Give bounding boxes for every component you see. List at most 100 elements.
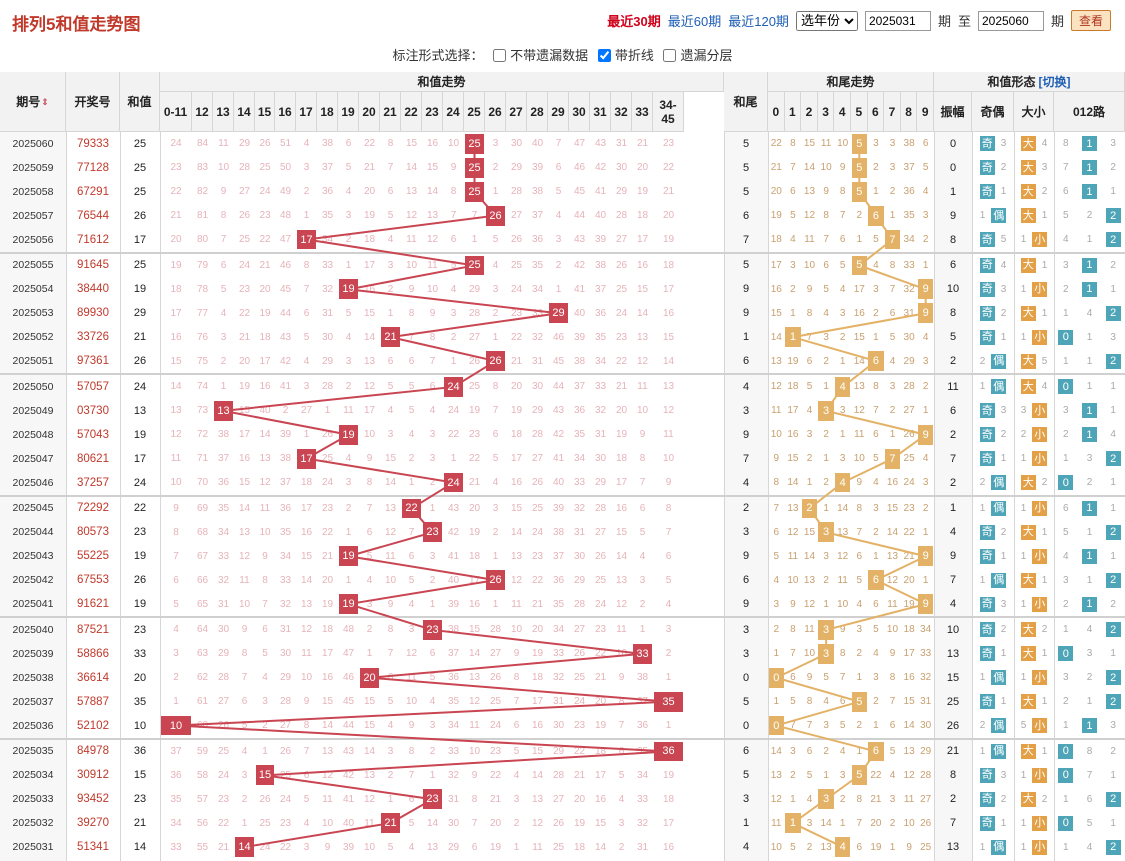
sum-miss-cell: 38	[594, 259, 607, 271]
sum-miss-cell: 20	[468, 502, 481, 514]
sum-miss-cell: 25	[594, 574, 607, 586]
sum-miss-cell: 23	[170, 162, 182, 174]
sum-miss-cell: 4	[408, 841, 415, 853]
draw-number: 80573	[77, 526, 109, 539]
sum-miss-cell: 35	[447, 696, 460, 708]
sum-miss-cell: 7	[471, 817, 478, 829]
sum-trend-cell: 17	[296, 228, 317, 252]
no-miss-data-option[interactable]: 不带遗漏数据	[493, 48, 588, 63]
switch-link[interactable]: [切换]	[1038, 74, 1071, 89]
small-mark: 小	[1032, 815, 1048, 831]
column-band	[724, 132, 768, 861]
sum-trend-cell: 25	[464, 180, 485, 204]
sum-miss-cell: 6	[387, 672, 394, 684]
sum-miss-cell: 22	[447, 429, 460, 441]
sum-miss-cell: 20	[259, 283, 271, 295]
odd-miss: 1	[979, 745, 986, 757]
tail-trend-cell: 3	[818, 787, 835, 811]
tail-hit-mark: 9	[917, 594, 934, 614]
road-miss-cell: 1	[1063, 624, 1069, 636]
sum-miss-cell: 41	[447, 550, 460, 562]
sum-miss-cell: 30	[447, 817, 460, 829]
sum-miss-cell: 36	[279, 502, 292, 514]
sum-miss-cell: 19	[468, 526, 481, 538]
tail-miss-cell: 1	[806, 477, 813, 489]
miss-layer-checkbox[interactable]	[663, 49, 677, 62]
sum-hit-mark: 23	[423, 620, 442, 640]
tail-miss-cell: 4	[922, 453, 929, 465]
tail-miss-cell: 9	[773, 453, 780, 465]
sum-miss-cell: 15	[170, 355, 182, 367]
sum-miss-cell: 11	[239, 574, 250, 586]
road-mark: 0	[1058, 743, 1074, 759]
sum-miss-cell: 16	[321, 672, 334, 684]
amplitude-value: 6	[949, 259, 957, 272]
tail-miss-cell: 3	[873, 138, 879, 150]
sum-miss-cell: 29	[321, 355, 334, 367]
sum-value: 23	[133, 793, 147, 806]
tail-miss-cell: 12	[803, 598, 816, 610]
sum-miss-cell: 34	[531, 283, 544, 295]
sum-miss-cell: 14	[615, 550, 628, 562]
tail-trend-header: 和尾走势	[768, 72, 934, 92]
sum-miss-cell: 6	[513, 720, 520, 732]
sum-miss-cell: 6	[220, 259, 227, 271]
query-button[interactable]: 查看	[1070, 10, 1111, 31]
issue-header[interactable]: 期号 ⇕	[0, 72, 66, 132]
sum-miss-cell: 38	[217, 429, 230, 441]
sum-miss-cell: 21	[662, 186, 675, 198]
sum-miss-cell: 28	[594, 502, 607, 514]
sum-miss-cell: 22	[573, 745, 586, 757]
sum-miss-cell: 24	[594, 598, 607, 610]
sum-miss-cell: 16	[468, 598, 481, 610]
sort-icon[interactable]: ⇕	[41, 96, 49, 107]
tail-miss-cell: 2	[873, 696, 879, 708]
sum-miss-cell: 24	[573, 696, 586, 708]
sum-miss-cell: 2	[345, 234, 352, 246]
tail-col-header: 7	[884, 92, 901, 132]
recent-120-link[interactable]: 最近120期	[728, 14, 789, 29]
sum-miss-cell: 23	[259, 210, 271, 222]
sum-miss-cell: 16	[662, 307, 675, 319]
tail-miss-cell: 3	[889, 793, 896, 805]
even-miss: 1	[1000, 186, 1007, 198]
recent-60-link[interactable]: 最近60期	[667, 14, 722, 29]
miss-layer-option[interactable]: 遗漏分层	[663, 48, 732, 63]
sum-tail-value: 3	[742, 404, 750, 417]
tail-miss-cell: 20	[903, 574, 915, 586]
no-miss-data-checkbox[interactable]	[493, 49, 507, 62]
from-issue-input[interactable]	[864, 10, 931, 31]
sum-miss-cell: 20	[662, 210, 675, 222]
tail-miss-cell: 12	[886, 574, 899, 586]
sum-miss-cell: 31	[279, 624, 292, 636]
sum-miss-cell: 48	[279, 210, 292, 222]
sum-miss-cell: 40	[531, 138, 544, 150]
tail-miss-cell: 10	[837, 138, 849, 150]
sum-miss-cell: 29	[279, 672, 292, 684]
year-select[interactable]: 选年份	[795, 10, 858, 31]
tail-hit-mark: 3	[818, 643, 834, 664]
to-issue-label: 期	[1050, 14, 1064, 29]
with-line-option[interactable]: 带折线	[597, 48, 654, 63]
to-issue-input[interactable]	[977, 10, 1044, 31]
sum-miss-cell: 28	[573, 598, 586, 610]
road-mark: 1	[1081, 427, 1097, 443]
draw-number: 52102	[77, 719, 109, 732]
tail-miss-cell: 29	[903, 355, 915, 367]
recent-30-link[interactable]: 最近30期	[607, 14, 661, 29]
sum-miss-cell: 28	[321, 381, 334, 393]
odd-mark: 奇	[979, 184, 995, 200]
with-line-checkbox[interactable]	[597, 49, 611, 62]
sum-miss-cell: 37	[636, 696, 649, 708]
sum-miss-cell: 33	[217, 550, 230, 562]
odd-mark: 奇	[979, 524, 995, 540]
road-miss-cell: 3	[1086, 648, 1093, 660]
tail-miss-cell: 18	[787, 381, 799, 393]
tail-miss-cell: 31	[903, 307, 915, 319]
sum-miss-cell: 40	[594, 210, 607, 222]
sum-miss-cell: 73	[196, 405, 209, 417]
sum-miss-cell: 28	[217, 672, 230, 684]
